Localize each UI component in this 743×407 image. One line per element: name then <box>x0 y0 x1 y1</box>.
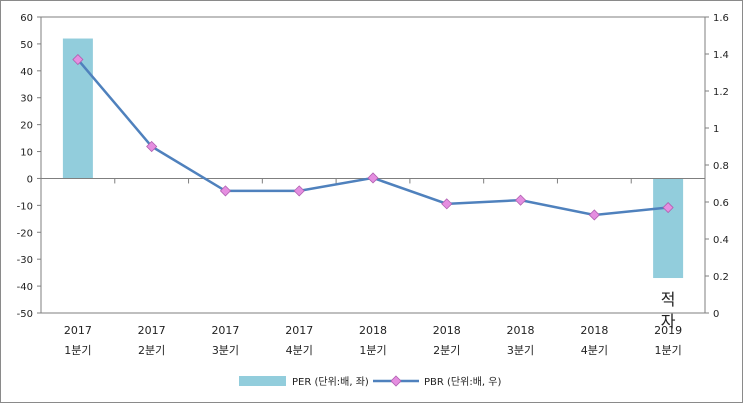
pbr-marker <box>146 140 158 153</box>
right-axis-tick-label: 1.6 <box>713 13 729 24</box>
right-axis-tick-label: 0.4 <box>713 235 729 246</box>
left-axis-tick-label: 40 <box>20 67 33 78</box>
left-axis-tick-label: 10 <box>20 148 33 159</box>
right-axis-tick-label: 0.6 <box>713 198 729 209</box>
x-axis-quarter-label: 3분기 <box>212 344 239 357</box>
x-axis-year-label: 2017 <box>64 324 92 337</box>
right-axis-tick-label: 1 <box>713 124 719 135</box>
left-axis-tick-label: -10 <box>17 201 33 212</box>
right-axis-tick-label: 0.8 <box>713 161 729 172</box>
x-axis-year-label: 2018 <box>359 324 387 337</box>
x-axis-year-label: 2018 <box>433 324 461 337</box>
x-axis-quarter-label: 1분기 <box>654 344 681 357</box>
x-axis-year-label: 2017 <box>211 324 239 337</box>
per-bar <box>653 178 684 279</box>
legend-per-swatch <box>239 376 286 386</box>
pbr-marker <box>662 201 674 214</box>
pbr-marker <box>514 194 527 206</box>
deficit-annotation: 자 <box>661 312 676 331</box>
x-axis-quarter-label: 1분기 <box>359 344 386 357</box>
left-axis-tick-label: 20 <box>20 121 33 132</box>
x-axis-quarter-label: 4분기 <box>286 344 313 357</box>
x-axis-quarter-label: 2분기 <box>433 344 460 357</box>
pbr-line <box>76 58 669 217</box>
left-axis-tick-label: -50 <box>17 309 33 320</box>
x-axis-year-label: 2017 <box>285 324 313 337</box>
left-axis-tick-label: -20 <box>17 228 33 239</box>
x-axis-quarter-label: 3분기 <box>507 344 534 357</box>
legend-pbr-marker <box>390 375 402 387</box>
right-axis-tick-label: 1.4 <box>713 50 729 61</box>
right-axis-tick-label: 1.2 <box>713 87 729 98</box>
right-axis-tick-label: 0 <box>713 309 719 320</box>
pbr-marker <box>293 185 305 197</box>
left-axis-tick-label: 30 <box>20 94 33 105</box>
x-axis-quarter-label: 2분기 <box>138 344 165 357</box>
x-axis-year-label: 2017 <box>138 324 166 337</box>
left-axis-tick-label: 0 <box>27 174 33 185</box>
left-axis-tick-label: -30 <box>17 255 33 266</box>
x-axis-quarter-label: 1분기 <box>64 344 91 357</box>
x-axis-year-label: 2019 <box>654 324 682 337</box>
legend-pbr-label: PBR (단위:배, 우) <box>424 375 501 388</box>
x-axis-quarter-label: 4분기 <box>581 344 608 357</box>
legend-per-label: PER (단위:배, 좌) <box>292 375 369 388</box>
x-axis-year-label: 2018 <box>507 324 535 337</box>
pbr-marker <box>367 172 379 184</box>
left-axis-tick-label: 60 <box>20 13 33 24</box>
pbr-marker <box>72 53 84 66</box>
pbr-marker <box>219 185 232 197</box>
left-axis-tick-label: 50 <box>20 40 33 51</box>
deficit-annotation: 적 <box>661 290 676 309</box>
x-axis-year-label: 2018 <box>580 324 608 337</box>
left-axis-tick-label: -40 <box>17 282 33 293</box>
right-axis-tick-label: 0.2 <box>713 272 729 283</box>
pbr-marker <box>588 209 600 221</box>
pbr-marker <box>441 198 453 210</box>
